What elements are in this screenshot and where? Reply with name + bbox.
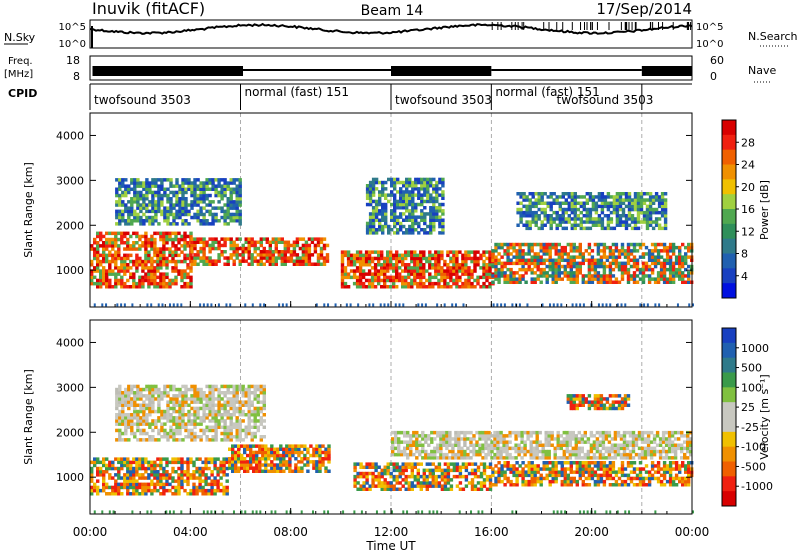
colorbar-tick-label: 4: [741, 270, 748, 283]
y-tick-label: 2000: [56, 219, 84, 232]
cpid-segment-label: twofsound 3503: [94, 93, 191, 107]
time-tick-label: 04:00: [173, 525, 208, 539]
cpid-segment-label: normal (fast) 151: [245, 85, 349, 99]
time-tick-label: 00:00: [675, 525, 710, 539]
beam-title: Beam 14: [361, 3, 424, 19]
freq-unit: [MHz]: [4, 69, 33, 80]
freq-tick-bottom: 8: [73, 70, 80, 83]
power-ylabel: Slant Range [km]: [22, 162, 35, 258]
colorbar-tick-label: 20: [741, 181, 755, 194]
noise-panel: N.Sky 10^5 10^0 10^5 10^0 N.Search: [4, 19, 798, 50]
y-tick-label: 4000: [56, 336, 84, 349]
nave-label: Nave: [748, 64, 776, 77]
y-tick-label: 3000: [56, 381, 84, 394]
time-tick-label: 16:00: [474, 525, 509, 539]
velocity-ylabel: Slant Range [km]: [22, 369, 35, 465]
colorbar-tick-label: 12: [741, 225, 755, 238]
power-colorbar: 28 24 20 16 12 8 4: [721, 119, 755, 299]
y-tick-label: 1000: [56, 471, 84, 484]
time-tick-label: 12:00: [374, 525, 409, 539]
cpid-label: CPID: [8, 87, 37, 100]
colorbar-tick-label: -25: [741, 421, 759, 434]
time-tick-label: 00:00: [73, 525, 108, 539]
colorbar-tick-label: -100: [741, 441, 766, 454]
time-tick-label: 20:00: [574, 525, 609, 539]
power-panel: 1000 2000 3000 4000 Slant Range [km] 28 24 20…: [22, 112, 771, 308]
nave-tick-top: 60: [710, 54, 724, 67]
cpid-segment-label: twofsound 3503: [395, 93, 492, 107]
time-tick-label: 08:00: [273, 525, 308, 539]
power-y-axis: 1000 2000 3000 4000: [56, 129, 692, 277]
freq-tick-top: 18: [66, 54, 80, 67]
colorbar-tick-label: 16: [741, 203, 755, 216]
colorbar-tick-label: 500: [741, 362, 762, 375]
power-field: [90, 113, 694, 307]
velocity-field: [90, 320, 694, 514]
colorbar-tick-label: 1000: [741, 342, 769, 355]
noise-left-tick-bottom: 10^0: [59, 39, 86, 50]
colorbar-tick-label: -1000: [741, 480, 773, 493]
colorbar-tick-label: 28: [741, 136, 755, 149]
nave-tick-bottom: 0: [710, 70, 717, 83]
power-colorbar-label: Power [dB]: [758, 180, 771, 240]
nsearch-label: N.Search: [748, 30, 798, 43]
cpid-extra-label: twofsound 3503: [557, 93, 654, 107]
y-tick-label: 2000: [56, 426, 84, 439]
colorbar-tick-label: 25: [741, 401, 755, 414]
colorbar-tick-label: -500: [741, 460, 766, 473]
velocity-colorbar-label: Velocity [m s⁻¹]: [758, 374, 771, 459]
freq-trace: [92, 66, 692, 76]
velocity-colorbar: 1000 500 100 25 -25 -100 -500 -1000: [721, 327, 773, 507]
time-axis-label: Time UT: [365, 539, 416, 553]
y-tick-label: 3000: [56, 174, 84, 187]
velocity-panel: 1000 2000 3000 4000 Slant Range [km] 1000 50…: [22, 319, 773, 515]
velocity-y-axis: 1000 2000 3000 4000: [56, 336, 692, 484]
colorbar-tick-label: 24: [741, 159, 755, 172]
date-title: 17/Sep/2014: [596, 0, 692, 18]
frequency-panel: Freq. [MHz] 18 8 60 0 Nave: [4, 54, 776, 83]
time-axis: 00:00 04:00 08:00 12:00 16:00 20:00 00:00: [73, 301, 710, 539]
noise-frame: [89, 19, 693, 49]
y-tick-label: 4000: [56, 129, 84, 142]
nsky-label: N.Sky: [4, 31, 36, 44]
noise-right-tick-top: 10^5: [696, 22, 723, 33]
noise-trace: [89, 22, 693, 48]
y-tick-label: 1000: [56, 264, 84, 277]
cpid-segment-label: normal (fast) 151: [495, 85, 599, 99]
freq-label: Freq.: [8, 56, 33, 67]
noise-right-tick-bottom: 10^0: [696, 39, 723, 50]
colorbar-tick-label: 100: [741, 381, 762, 394]
noise-left-tick-top: 10^5: [59, 22, 86, 33]
site-title: Inuvik (fitACF): [92, 0, 205, 18]
colorbar-tick-label: 8: [741, 248, 748, 261]
